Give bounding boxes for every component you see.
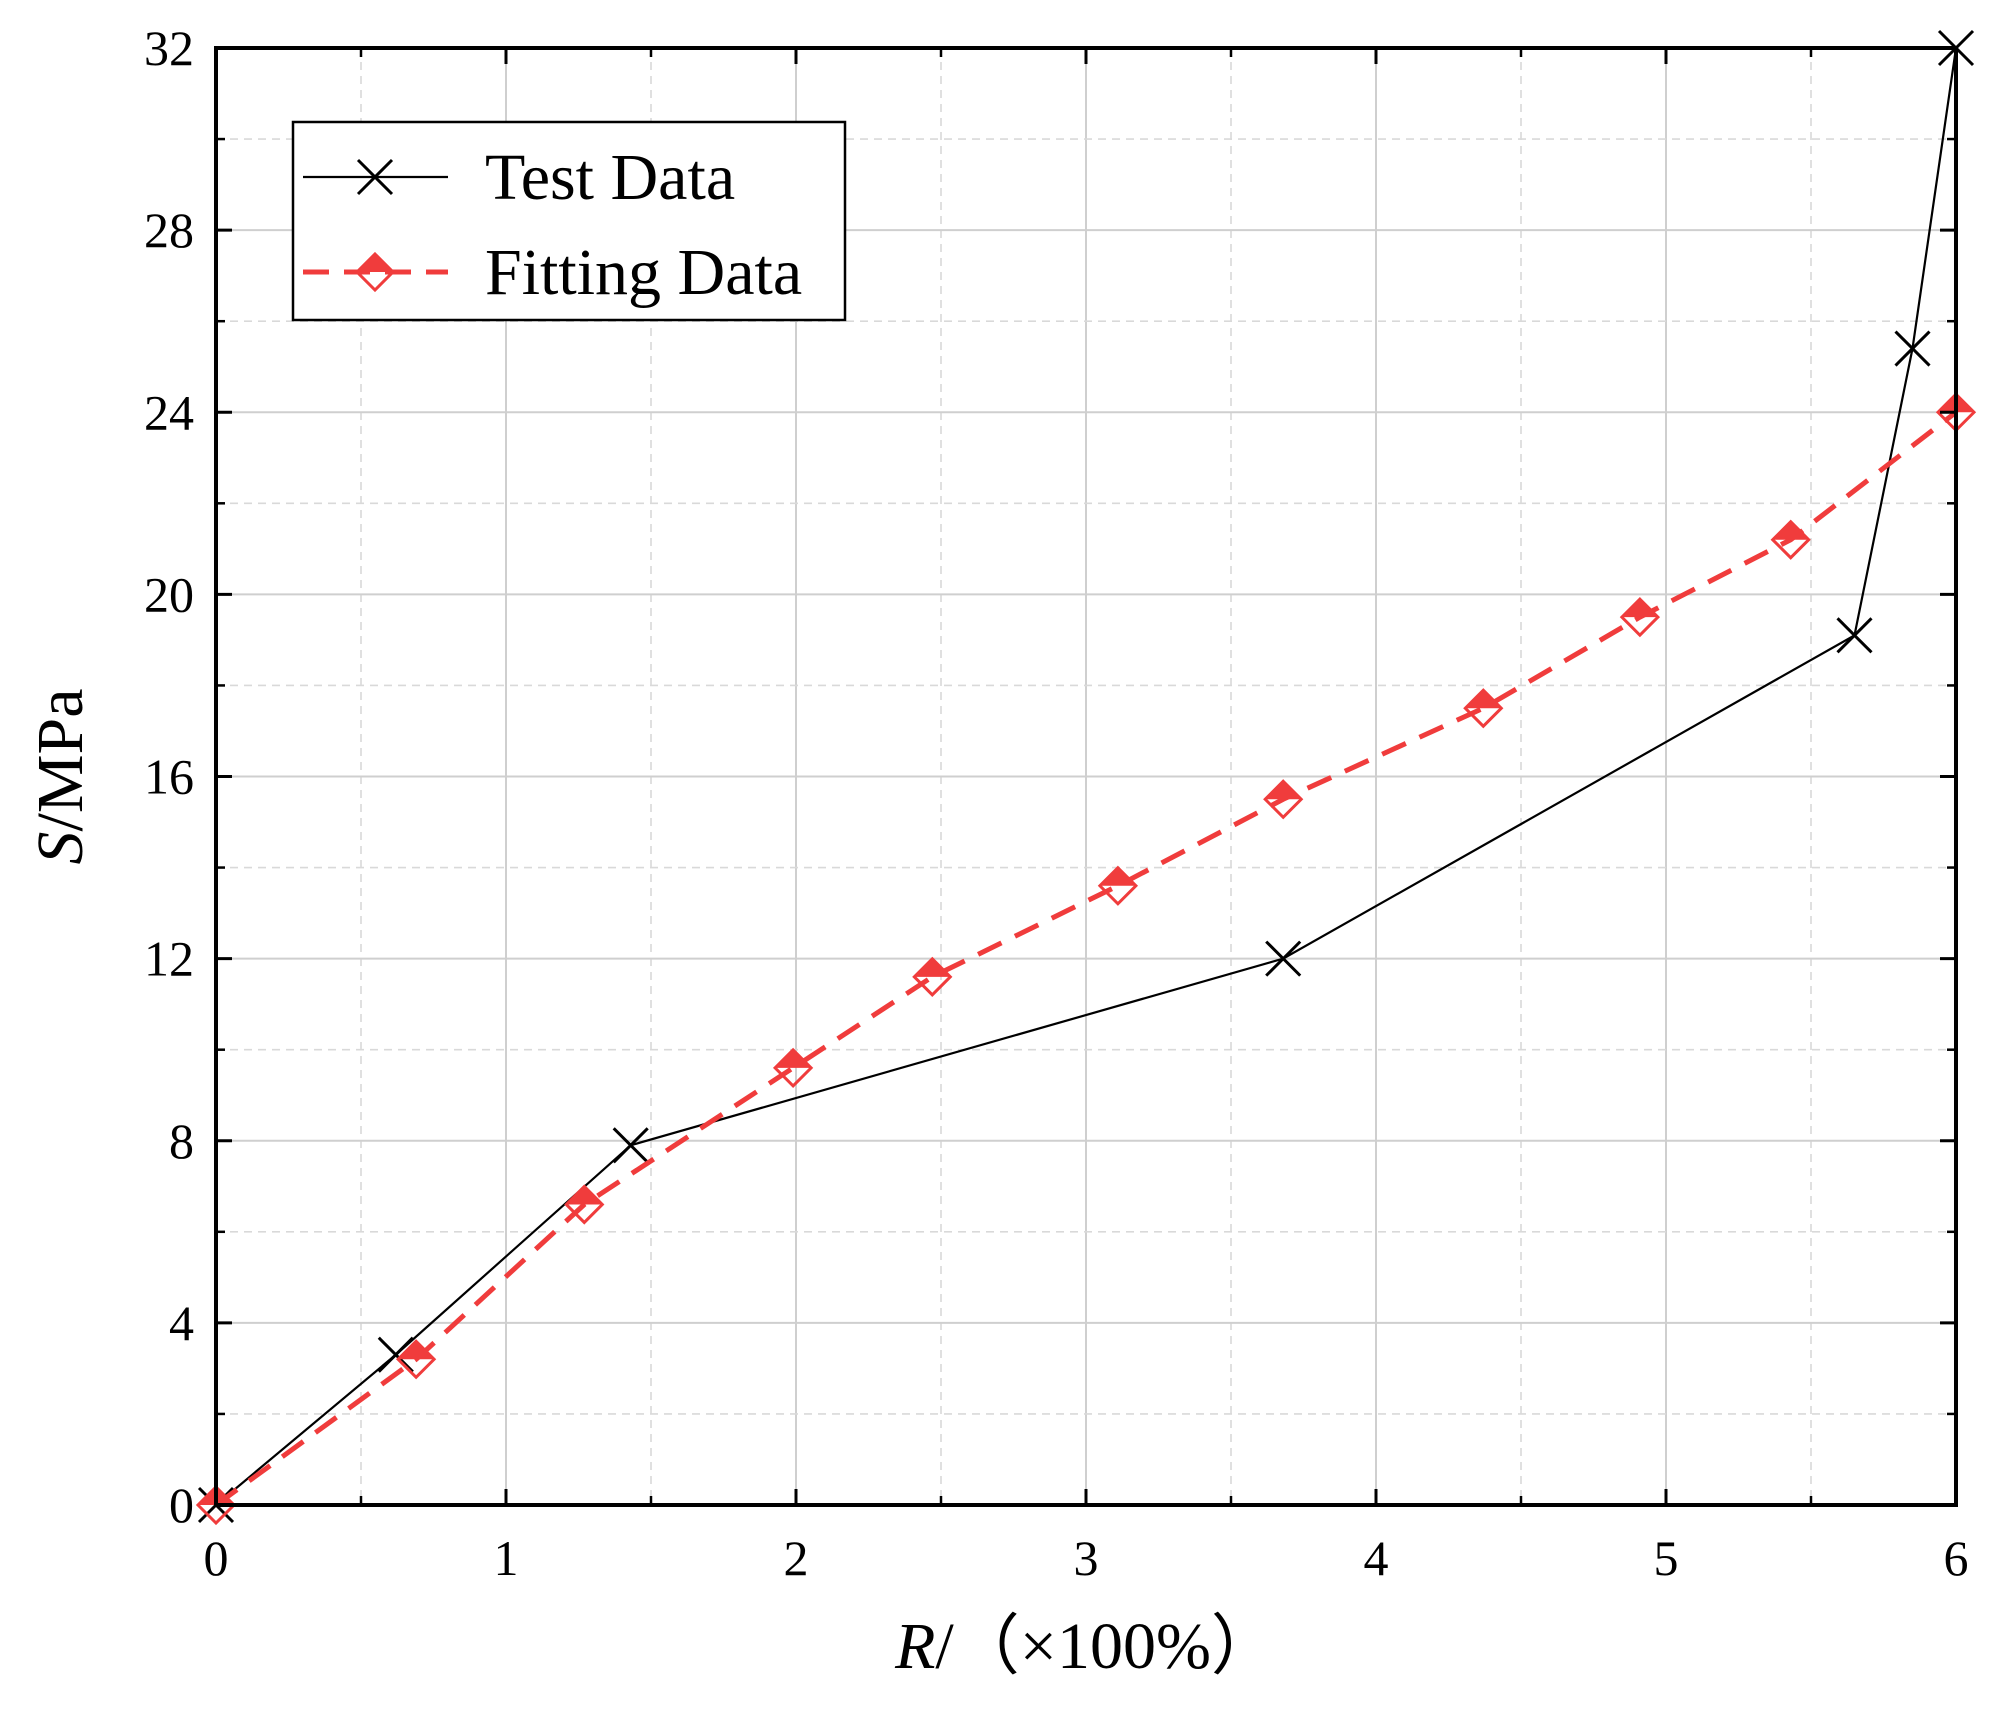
- fitting-data-point: [395, 1339, 437, 1380]
- legend-marker-fitting-data: [354, 251, 396, 293]
- x-tick-label: 3: [1074, 1530, 1099, 1586]
- fitting-data-point: [912, 956, 953, 997]
- y-tick-label: 24: [144, 384, 194, 440]
- test-data-point: [1265, 940, 1302, 977]
- y-axis-title: S/MPa: [24, 688, 97, 864]
- fitting-data-point: [1263, 779, 1304, 820]
- test-data-point: [377, 1336, 414, 1373]
- test-data-point: [1894, 330, 1931, 367]
- fitting-data-point-top-half: [775, 1049, 812, 1068]
- y-tick-label: 12: [144, 931, 194, 987]
- test-data-point-stroke-b: [377, 1336, 414, 1373]
- y-tick-label: 28: [144, 202, 194, 258]
- test-data-point-stroke-b: [612, 1127, 649, 1164]
- fitting-data-point-outline: [912, 956, 953, 997]
- legend-entry-fitting-data: Fitting Data: [303, 236, 802, 309]
- fitting-data-point-outline: [1097, 865, 1139, 906]
- axis-ticks: [214, 46, 1958, 1507]
- fitting-data-point-outline: [1463, 688, 1504, 729]
- fitting-data-point-top-half: [1465, 690, 1502, 709]
- fitting-data-line: [214, 410, 1958, 1508]
- legend-marker-fitting-data-outline: [354, 251, 396, 293]
- x-tick-label: 0: [204, 1530, 229, 1586]
- fitting-data-point-outline: [1619, 597, 1661, 638]
- fitting-data-point-outline: [772, 1047, 814, 1089]
- legend-box: [291, 120, 847, 322]
- x-tick-label: 2: [784, 1530, 809, 1586]
- y-tick-label: 4: [169, 1295, 194, 1351]
- x-axis-title: R/（×100%）: [894, 1610, 1277, 1683]
- test-data-point-stroke-b: [1894, 330, 1931, 367]
- fitting-data-point-outline: [1770, 519, 1811, 560]
- legend-label-fitting-data: Fitting Data: [485, 236, 802, 309]
- fitting-data-point: [1619, 597, 1661, 638]
- legend-marker-test-data: [356, 158, 394, 196]
- x-tick-label: 6: [1944, 1530, 1969, 1586]
- y-tick-label: 32: [144, 20, 194, 76]
- test-data-point-stroke-b: [1836, 617, 1873, 654]
- y-tick-label: 16: [144, 749, 194, 805]
- y-tick-label: 20: [144, 566, 194, 622]
- fitting-data-point-outline: [1263, 779, 1304, 820]
- fitting-data-point-outline: [395, 1339, 437, 1380]
- y-tick-label: 8: [169, 1113, 194, 1169]
- test-data-point-stroke-b: [1265, 940, 1302, 977]
- fitting-data-point-top-half: [1265, 781, 1302, 800]
- legend-label-test-data: Test Data: [485, 141, 735, 214]
- legend-entries: Test Data Fitting Data: [303, 141, 802, 309]
- x-tick-label: 4: [1364, 1530, 1389, 1586]
- legend-marker-fitting-data-top-half: [357, 254, 393, 272]
- fitting-data-point-top-half: [566, 1186, 603, 1205]
- fitting-data-point-outline: [195, 1484, 237, 1526]
- test-data-point: [1836, 617, 1873, 654]
- legend: Test Data Fitting Data: [291, 120, 847, 322]
- fitting-data-point-top-half: [1772, 521, 1809, 540]
- y-tick-label: 0: [169, 1477, 194, 1533]
- fitting-data-point-top-half: [1621, 599, 1658, 618]
- fitting-data-point: [772, 1047, 814, 1089]
- fitting-data-series: [195, 392, 1977, 1526]
- fitting-data-point: [1097, 865, 1139, 906]
- fitting-data-point: [1463, 688, 1504, 729]
- legend-marker-test-data-stroke-b: [356, 158, 394, 196]
- fitting-data-point-top-half: [914, 958, 951, 977]
- legend-entry-test-data: Test Data: [303, 141, 735, 214]
- fitting-data-point-outline: [564, 1184, 605, 1225]
- fitting-data-point-top-half: [398, 1341, 435, 1360]
- test-data-point: [612, 1127, 649, 1164]
- fitting-data-point-top-half: [1099, 867, 1136, 886]
- fitting-data-point: [564, 1184, 605, 1225]
- x-tick-label: 1: [494, 1530, 519, 1586]
- x-tick-label: 5: [1654, 1530, 1679, 1586]
- fitting-data-point: [1770, 519, 1811, 560]
